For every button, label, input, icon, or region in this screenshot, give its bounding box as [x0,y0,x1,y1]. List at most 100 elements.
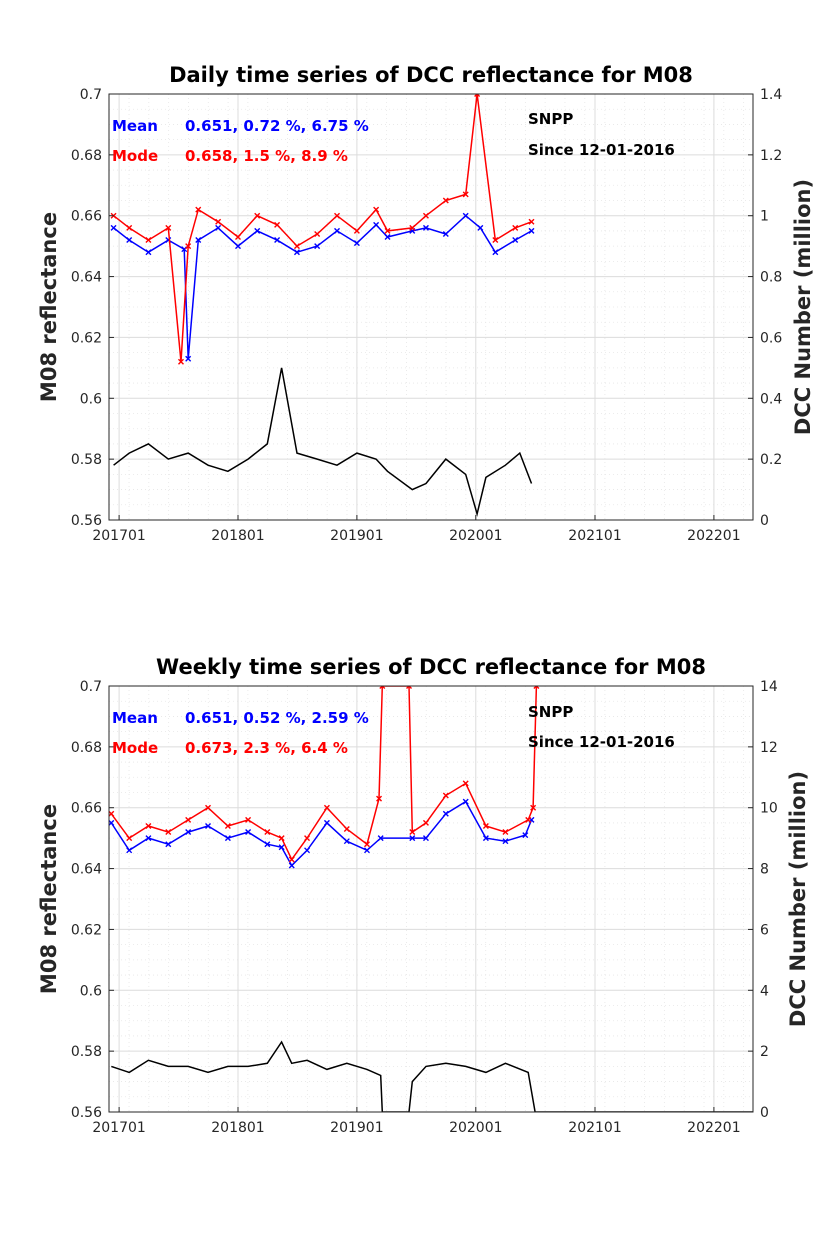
daily-y-tick-label: 0.7 [80,87,102,103]
daily-mode-point [314,230,321,237]
daily-grid [109,94,753,520]
daily-y-tick-label: 0.58 [71,452,102,468]
weekly-satellite-label: SNPP [528,703,573,721]
weekly-mean-point [145,835,152,842]
weekly-mean-point [165,841,172,848]
weekly-y2-tick-label: 8 [760,862,769,878]
weekly-x-tick-label: 201901 [330,1120,383,1136]
daily-mean-point [477,224,484,231]
weekly-mode-point [376,795,383,802]
daily-mean-point [314,243,321,250]
weekly-mode-point [502,829,509,836]
weekly-y-tick-label: 0.66 [71,801,102,817]
weekly-mode-point [422,819,429,826]
daily-left-axis-label: M08 reflectance [37,212,61,402]
daily-y2-tick-label: 0.6 [760,330,782,346]
daily-x-tick-label: 201701 [92,528,145,544]
weekly-mode-point [406,686,413,689]
daily-x-tick-label: 201801 [211,528,264,544]
weekly-right-axis-label: DCC Number (million) [786,771,810,1027]
daily-mean-point [110,224,117,231]
weekly-ticks: 0.56 0.58 0.6 0.62 0.64 0.66 0.68 0.7 0 2 4 6 8 10 12 1… [71,679,778,1136]
daily-mode-point [235,234,241,241]
weekly-mode-point [205,804,212,811]
daily-mode-point [373,206,380,213]
weekly-mean-stats: 0.651, 0.52 %, 2.59 % [185,709,369,727]
weekly-mode-point [185,816,192,823]
daily-mean-label: Mean [112,117,158,135]
weekly-mean-point [224,835,231,842]
weekly-mean-point [363,847,370,854]
weekly-title: Weekly time series of DCC reflectance fo… [156,655,706,679]
daily-mean-point [512,237,519,244]
daily-axes-box [108,93,754,521]
daily-right-axis-label: DCC Number (million) [791,179,815,435]
daily-dcc-number-line [113,367,533,517]
daily-mode-point [492,237,499,244]
daily-y-tick-label: 0.66 [71,209,102,225]
weekly-mode-label: Mode [112,739,158,757]
daily-mean-point [373,221,380,228]
weekly-dcc-number-line [111,1040,753,1112]
weekly-y2-tick-label: 6 [760,922,769,938]
daily-mode-point [474,94,481,97]
weekly-mode-point [442,792,449,799]
weekly-x-tick-label: 201701 [92,1120,145,1136]
daily-mean-point [442,230,449,237]
daily-y-tick-label: 0.68 [71,148,102,164]
weekly-mean-point [522,832,529,839]
weekly-y-tick-label: 0.68 [71,740,102,756]
weekly-mean-point [109,819,115,826]
daily-y2-tick-label: 0.8 [760,270,782,286]
weekly-x-tick-label: 202201 [687,1120,740,1136]
weekly-mode-point [323,804,330,811]
daily-mode-point [195,206,202,213]
weekly-left-axis-label: M08 reflectance [37,804,61,994]
daily-series-group [110,94,535,517]
daily-y2-tick-label: 1.2 [760,148,782,164]
daily-mean-point [195,237,202,244]
daily-mode-point [215,218,222,225]
weekly-mode-point [304,835,311,842]
daily-title: Daily time series of DCC reflectance for… [169,63,693,87]
weekly-mean-point [422,835,429,842]
weekly-mean-point [442,810,449,817]
weekly-y2-tick-label: 0 [760,1105,769,1121]
weekly-mean-point [502,838,509,845]
weekly-panel: 0.56 0.58 0.6 0.62 0.64 0.66 0.68 0.7 0 2 4 6 8 10 12 1… [37,655,810,1136]
weekly-mean-line [110,800,533,867]
weekly-mean-point [205,822,212,829]
weekly-mode-point [109,810,115,817]
weekly-mode-point [482,822,489,829]
weekly-y2-tick-label: 10 [760,801,778,817]
daily-mean-point [462,212,469,219]
weekly-mean-point [278,844,285,851]
daily-mode-point [177,358,184,365]
weekly-plot [109,686,753,1112]
daily-mode-point [462,191,469,198]
weekly-y2-tick-label: 4 [760,983,769,999]
weekly-mode-point [533,686,540,689]
weekly-mode-point [278,835,285,842]
weekly-x-tick-label: 202001 [449,1120,502,1136]
daily-mean-point [215,224,222,231]
daily-mode-point [185,243,192,250]
daily-mode-point [442,197,449,204]
weekly-grid [109,686,753,1112]
daily-mode-point [145,237,152,244]
weekly-mode-point [145,822,152,829]
weekly-mode-point [165,829,172,836]
daily-mode-label: Mode [112,147,158,165]
daily-panel: 0.56 0.58 0.6 0.62 0.64 0.66 0.68 0.7 0 0.2 0.4 0.6… [37,63,815,544]
daily-mean-point [492,249,499,256]
weekly-mean-point [409,835,416,842]
daily-y-tick-label: 0.62 [71,330,102,346]
daily-mode-point [384,227,391,234]
daily-mode-point [293,243,300,250]
daily-y2-tick-label: 0.2 [760,452,782,468]
daily-mean-point [274,237,281,244]
weekly-y2-tick-label: 12 [760,740,778,756]
weekly-mean-point [264,841,271,848]
daily-x-tick-label: 201901 [330,528,383,544]
